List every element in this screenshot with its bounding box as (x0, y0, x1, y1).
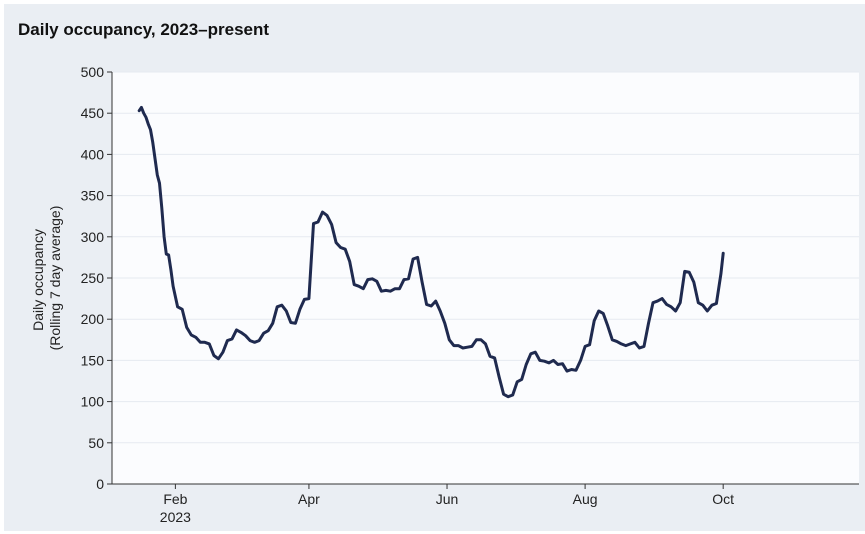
chart-title: Daily occupancy, 2023–present (18, 20, 270, 39)
gridlines (112, 71, 859, 444)
x-tick-label: Apr (298, 491, 320, 507)
y-tick-label: 0 (96, 476, 104, 492)
x-tick-sublabel: 2023 (160, 509, 191, 525)
y-tick-label: 250 (81, 270, 105, 286)
y-tick-label: 300 (81, 229, 105, 245)
y-axis-title-line-2: (Rolling 7 day average) (47, 206, 63, 351)
y-axis-title-line-1: Daily occupancy (30, 229, 46, 331)
x-tick-label: Feb (163, 491, 187, 507)
y-axis: 0 50 100 150 200 250 300 350 400 450 500 (81, 64, 112, 492)
y-tick-label: 100 (81, 394, 105, 410)
x-tick-label: Oct (712, 491, 734, 507)
y-tick-label: 200 (81, 311, 105, 327)
x-axis: Feb 2023 Apr Jun Aug Oct (160, 484, 734, 525)
y-tick-label: 150 (81, 352, 105, 368)
y-tick-label: 50 (88, 435, 104, 451)
x-tick-label: Jun (436, 491, 459, 507)
y-tick-label: 450 (81, 105, 105, 121)
x-tick-label: Aug (573, 491, 598, 507)
y-tick-label: 350 (81, 188, 105, 204)
y-axis-title: Daily occupancy (Rolling 7 day average) (30, 206, 63, 351)
y-tick-label: 500 (81, 64, 105, 80)
series-line (137, 105, 725, 399)
y-tick-label: 400 (81, 146, 105, 162)
